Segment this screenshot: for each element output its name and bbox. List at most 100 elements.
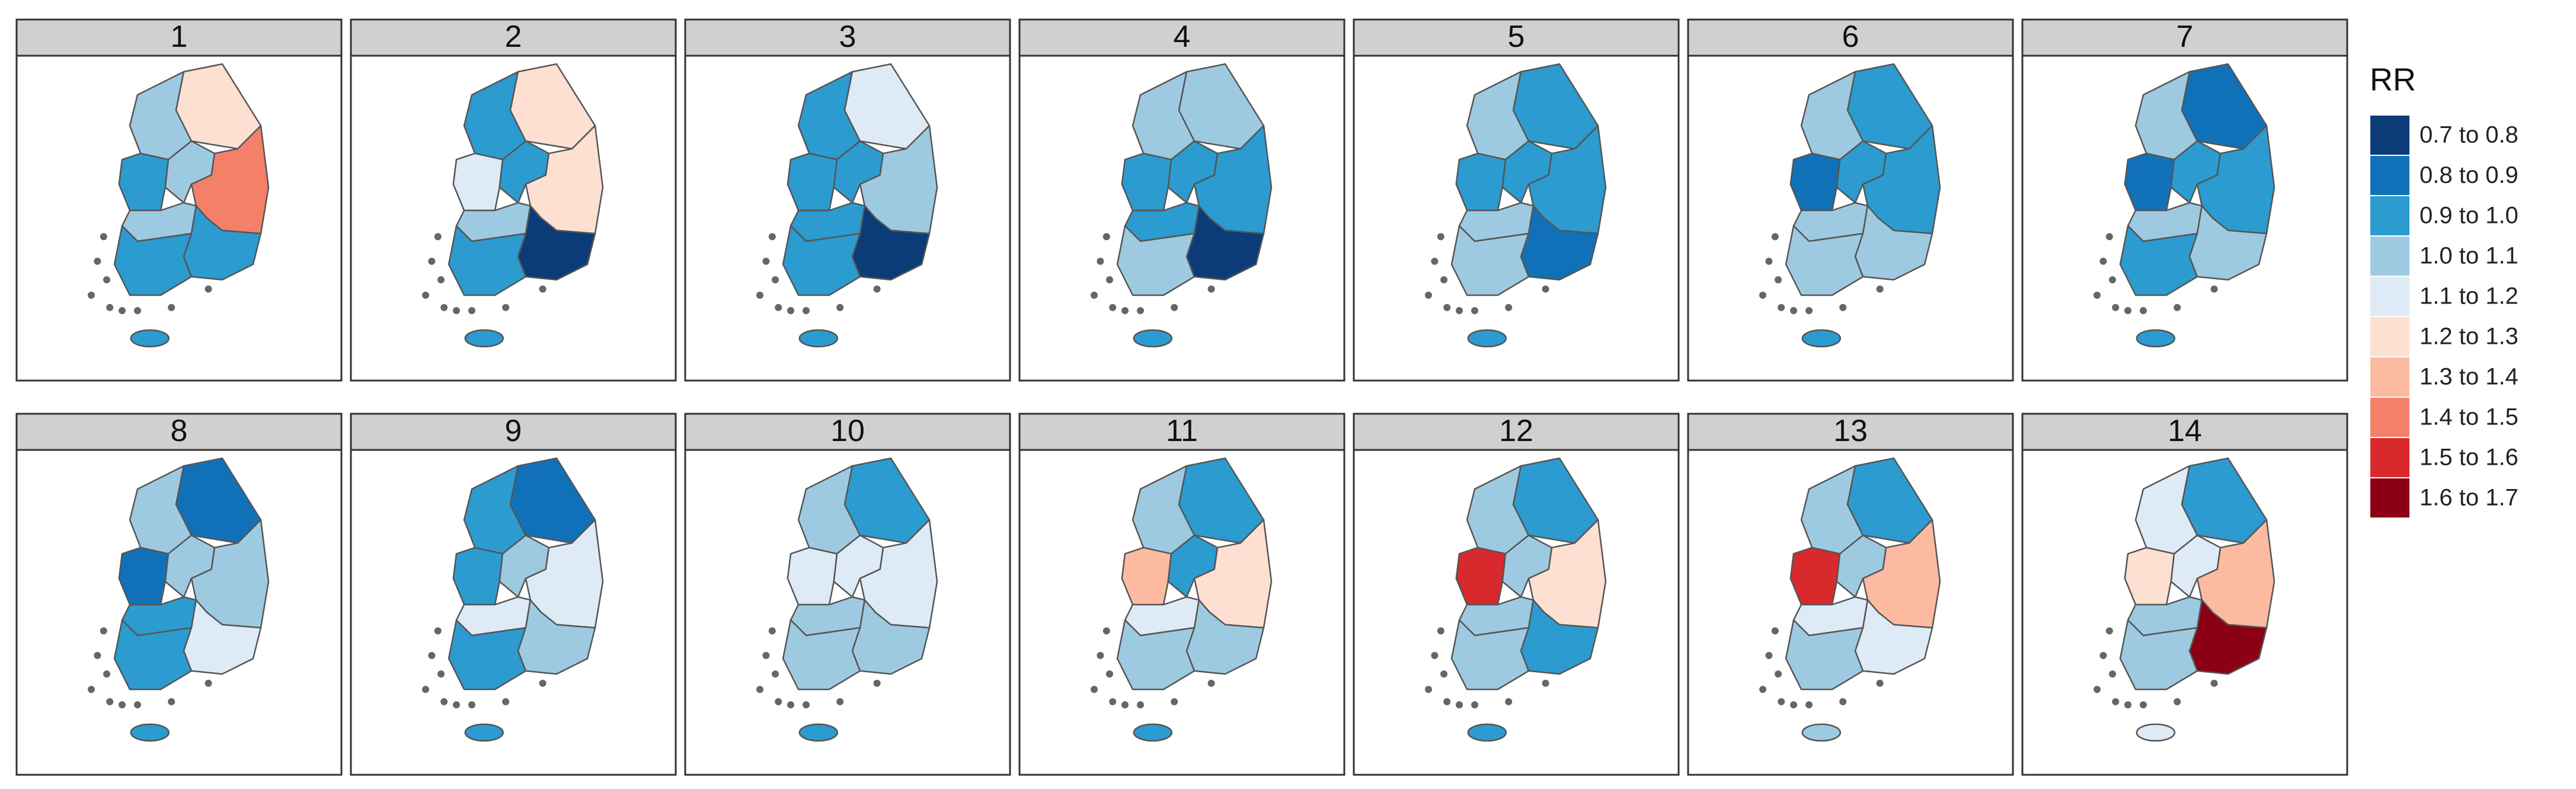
island: [468, 701, 475, 708]
island: [440, 698, 448, 705]
island: [134, 701, 141, 708]
region-jeju: [2136, 723, 2176, 742]
island: [2094, 292, 2101, 299]
legend-swatch: [2369, 437, 2411, 478]
island: [1097, 257, 1104, 265]
panel: 4: [1018, 18, 1345, 382]
island: [94, 651, 101, 659]
legend-label: 0.9 to 1.0: [2420, 203, 2519, 229]
island: [2109, 276, 2116, 283]
panel-strip: [15, 413, 343, 451]
island: [1091, 292, 1098, 299]
panel: 14: [2021, 413, 2348, 776]
island: [762, 651, 770, 659]
island: [428, 257, 436, 265]
island: [119, 307, 126, 314]
island: [1542, 285, 1549, 293]
region: [517, 599, 596, 675]
island: [2140, 307, 2147, 314]
panel-strip: [2021, 413, 2348, 451]
island: [204, 285, 212, 293]
panel-strip: [684, 18, 1011, 57]
island: [428, 651, 436, 659]
panel-label: 13: [1833, 414, 1868, 448]
island: [1121, 307, 1129, 314]
island: [168, 304, 175, 311]
island: [2105, 233, 2113, 241]
island: [1805, 701, 1813, 708]
island: [103, 670, 110, 678]
island: [1425, 686, 1432, 693]
island: [502, 698, 510, 705]
island: [2140, 701, 2147, 708]
island: [1805, 307, 1813, 314]
panel-label: 8: [171, 414, 188, 448]
panel-label: 2: [505, 20, 522, 54]
region-jeju: [130, 329, 170, 348]
region: [1121, 547, 1172, 606]
panel-strip: [1018, 18, 1345, 57]
region: [2124, 547, 2175, 606]
legend-label: 1.5 to 1.6: [2420, 445, 2519, 471]
island: [1876, 679, 1884, 687]
panel-label: 9: [505, 414, 522, 448]
island: [1440, 276, 1447, 283]
island: [1765, 257, 1773, 265]
island: [106, 698, 114, 705]
panel-strip: [350, 18, 677, 57]
island: [1121, 701, 1129, 708]
panel: 3: [684, 18, 1011, 382]
island: [2109, 670, 2116, 678]
island: [772, 670, 779, 678]
island: [1790, 701, 1797, 708]
region: [118, 152, 170, 212]
panel-strip: [15, 18, 343, 57]
island: [1106, 276, 1113, 283]
island: [453, 701, 460, 708]
island: [1542, 679, 1549, 687]
island: [1505, 698, 1513, 705]
island: [836, 698, 844, 705]
panel-strip: [1353, 18, 1680, 57]
island: [2094, 686, 2101, 693]
island: [1775, 670, 1782, 678]
island: [422, 292, 429, 299]
island: [787, 701, 794, 708]
island: [756, 292, 763, 299]
island: [2112, 304, 2120, 311]
island: [119, 701, 126, 708]
legend-swatch: [2369, 477, 2411, 519]
island: [1431, 257, 1439, 265]
region: [452, 547, 504, 606]
island: [1207, 285, 1215, 293]
legend-label: 1.3 to 1.4: [2420, 364, 2519, 390]
island: [502, 304, 510, 311]
island: [2210, 285, 2218, 293]
island: [1207, 679, 1215, 687]
region-jeju: [1467, 329, 1507, 348]
region-jeju: [798, 723, 839, 742]
island: [1759, 686, 1766, 693]
island: [88, 292, 95, 299]
island: [1765, 651, 1773, 659]
island: [1471, 701, 1478, 708]
island: [204, 679, 212, 687]
region-jeju: [1467, 723, 1507, 742]
island: [1443, 698, 1451, 705]
island: [756, 686, 763, 693]
panel: 1: [15, 18, 343, 382]
island: [803, 701, 810, 708]
island: [100, 627, 107, 635]
region: [1185, 599, 1265, 675]
region: [183, 599, 262, 675]
region-jeju: [1133, 723, 1173, 742]
legend-label: 1.4 to 1.5: [2420, 404, 2519, 430]
island: [100, 233, 107, 241]
panel: 7: [2021, 18, 2348, 382]
region: [1185, 205, 1265, 281]
island: [768, 233, 776, 241]
legend-swatch: [2369, 155, 2411, 196]
island: [2124, 701, 2131, 708]
region-jeju: [464, 723, 504, 742]
